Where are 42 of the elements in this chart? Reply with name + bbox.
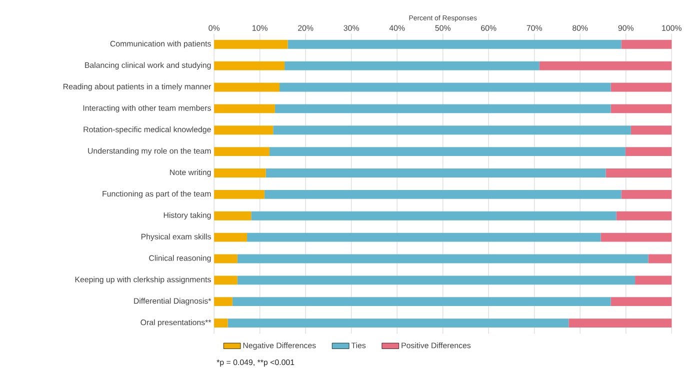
bar [600,232,672,242]
bar [232,296,611,306]
bar [280,82,611,92]
bar [214,146,270,156]
bar [606,168,672,178]
bar [214,61,285,70]
bar [621,40,672,49]
bar [214,254,238,264]
bar [610,296,672,306]
bar [568,318,672,328]
bar [214,125,274,134]
bar [237,276,636,284]
bar [610,104,672,113]
bar [616,211,672,220]
bar [621,190,672,199]
bar [288,40,622,49]
bar [214,40,288,49]
bar [284,61,540,70]
bar [625,146,672,156]
bar [228,318,569,328]
bar [214,104,275,113]
bar [251,211,616,220]
bar [539,61,672,70]
bar [247,232,601,242]
bar [214,296,232,306]
bar [266,168,606,178]
bar [630,125,672,134]
bar [635,276,672,284]
bar [237,254,648,264]
bar [214,211,252,220]
bar [214,232,248,242]
bar [274,104,611,113]
bar [273,125,631,134]
bar [648,254,672,264]
bar [610,82,672,92]
bar [214,190,264,199]
bar [269,146,626,156]
bar [214,318,228,328]
bar [214,82,280,92]
bar [214,168,266,178]
bar [264,190,622,199]
bar [214,276,238,284]
